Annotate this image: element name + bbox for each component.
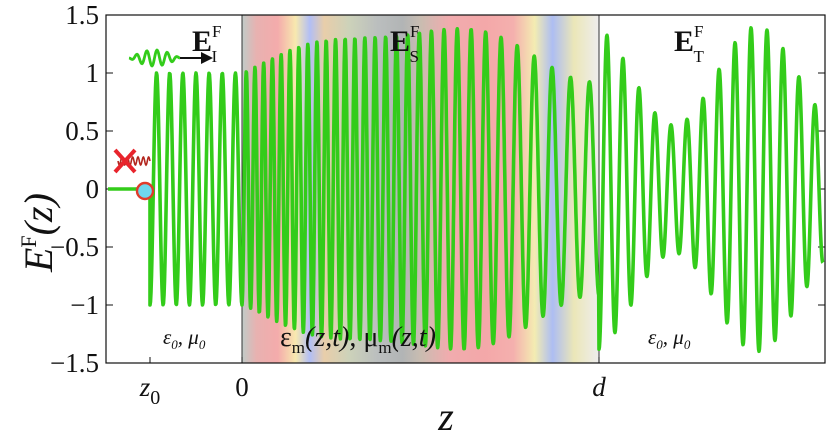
y-tick-label: −0.5 <box>50 232 99 262</box>
z0-marker <box>135 181 155 201</box>
y-tick-label: −1.5 <box>50 348 99 378</box>
y-axis-label: EF(z) <box>16 193 61 273</box>
y-tick-label: 1 <box>86 58 100 88</box>
transmitted-field-label: EF T <box>674 22 704 66</box>
incident-medium-label: ε0, μ0 <box>163 325 206 352</box>
y-tick-label: −1 <box>70 290 99 320</box>
slab-medium-label: εm(z,t), μm(z,t) <box>280 322 436 357</box>
wave-series-line <box>108 26 825 354</box>
x-axis-label: z <box>437 394 454 435</box>
y-axis-ticks: 1.5 1 0.5 0 −0.5 −1 −1.5 <box>50 0 825 378</box>
transmitted-medium-label: ε0, μ0 <box>648 325 691 352</box>
x-axis-ticks: z0 0 d <box>139 357 606 409</box>
x-tick-label: z0 <box>139 372 161 409</box>
x-tick-label: 0 <box>235 372 249 402</box>
slab-field-label: EF S <box>390 22 419 66</box>
reflected-wave-blocked-icon <box>113 148 151 174</box>
y-tick-label: 0 <box>86 174 100 204</box>
y-tick-label: 1.5 <box>65 0 99 30</box>
incident-wave-icon <box>128 48 213 68</box>
x-tick-label: d <box>592 372 606 402</box>
y-tick-label: 0.5 <box>65 116 99 146</box>
incident-field-label: EF I <box>192 22 221 66</box>
